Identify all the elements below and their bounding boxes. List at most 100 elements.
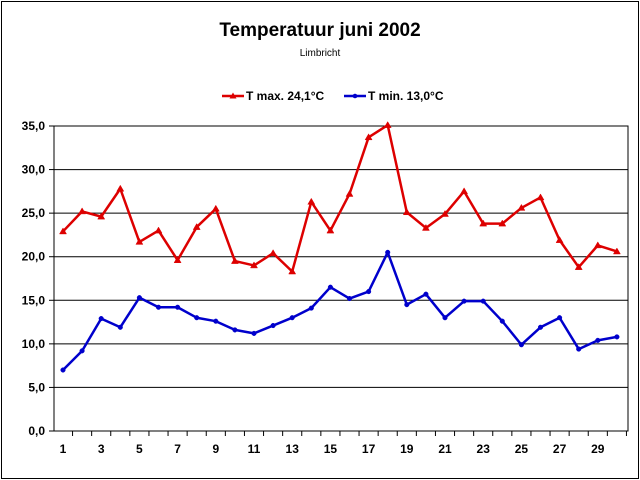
data-point xyxy=(155,304,162,310)
x-tick-label: 15 xyxy=(324,442,338,456)
data-point xyxy=(135,237,144,245)
x-tick-label: 9 xyxy=(212,442,219,456)
y-axis-ticks: 0,0 5,0 10,0 15,0 20,0 25,0 30,0 35,0 xyxy=(22,119,54,438)
data-point xyxy=(175,304,181,310)
data-point xyxy=(326,226,335,234)
x-tick-label: 1 xyxy=(60,442,67,456)
data-point xyxy=(593,241,602,249)
data-point xyxy=(614,334,620,340)
x-tick-label: 23 xyxy=(477,442,491,456)
y-tick-label: 25,0 xyxy=(22,206,46,220)
plot-area xyxy=(53,125,629,432)
data-point xyxy=(97,212,106,220)
y-tick-label: 15,0 xyxy=(22,293,46,307)
legend-marker xyxy=(352,93,358,99)
y-tick-label: 5,0 xyxy=(28,380,45,394)
x-tick-label: 27 xyxy=(553,442,567,456)
data-point xyxy=(366,289,372,295)
series-layer xyxy=(59,121,621,373)
data-point xyxy=(402,208,411,216)
y-tick-label: 35,0 xyxy=(22,119,46,133)
x-tick-label: 13 xyxy=(286,442,300,456)
data-point xyxy=(499,318,505,324)
y-tick-label: 20,0 xyxy=(22,250,46,264)
x-tick-label: 19 xyxy=(400,442,414,456)
data-point xyxy=(574,263,583,270)
data-point xyxy=(346,295,353,302)
data-point xyxy=(136,295,142,301)
data-point xyxy=(345,189,354,197)
x-tick-label: 3 xyxy=(98,442,105,456)
data-point xyxy=(192,223,201,230)
data-point xyxy=(116,184,125,192)
data-point xyxy=(59,227,67,235)
chart-subtitle: Limbricht xyxy=(299,48,341,59)
x-tick-label: 11 xyxy=(248,442,261,456)
x-tick-label: 5 xyxy=(136,442,143,456)
data-point xyxy=(461,298,467,304)
legend-marker xyxy=(229,92,237,99)
y-tick-label: 10,0 xyxy=(22,337,46,351)
data-point xyxy=(498,219,507,227)
data-point xyxy=(385,249,391,255)
data-point xyxy=(576,346,582,352)
data-point xyxy=(288,267,297,275)
data-point xyxy=(154,226,163,234)
data-point xyxy=(270,323,276,329)
data-point xyxy=(595,337,601,343)
data-point xyxy=(442,315,448,321)
plot-background xyxy=(53,125,629,432)
data-point xyxy=(480,298,486,304)
data-point xyxy=(460,187,469,195)
x-tick-label: 21 xyxy=(438,442,452,456)
x-tick-label: 25 xyxy=(515,442,529,456)
data-point xyxy=(404,302,410,308)
data-point xyxy=(194,315,200,321)
data-point xyxy=(536,193,545,201)
data-point xyxy=(250,261,258,269)
data-point xyxy=(308,305,314,311)
data-point xyxy=(307,197,316,205)
legend: T max. 24,1°C T min. 13,0°C xyxy=(222,89,444,103)
data-point xyxy=(78,207,87,215)
y-tick-label: 0,0 xyxy=(28,424,45,438)
data-point xyxy=(423,291,429,297)
data-point xyxy=(441,210,449,217)
data-point xyxy=(537,324,544,330)
data-point xyxy=(421,223,430,231)
data-point xyxy=(612,247,621,255)
legend-label: T max. 24,1°C xyxy=(246,89,325,103)
data-point xyxy=(557,315,563,321)
data-point xyxy=(289,315,295,321)
data-point xyxy=(517,203,526,211)
gridlines xyxy=(54,125,628,388)
x-axis-ticks: 1 3 5 7 9 11 13 15 17 19 21 23 25 27 29 xyxy=(60,431,627,456)
data-point xyxy=(383,121,392,128)
series-1 xyxy=(59,121,621,275)
data-point xyxy=(232,327,238,333)
data-point xyxy=(117,324,123,330)
data-point xyxy=(79,348,85,354)
data-point xyxy=(211,204,220,212)
x-tick-label: 17 xyxy=(362,442,376,456)
legend-label: T min. 13,0°C xyxy=(368,89,444,103)
data-point xyxy=(213,318,219,324)
axes xyxy=(53,126,628,432)
x-tick-label: 29 xyxy=(591,442,605,456)
data-point xyxy=(173,256,182,263)
data-point xyxy=(555,236,564,243)
data-point xyxy=(60,367,66,373)
data-point xyxy=(251,330,257,336)
data-point xyxy=(518,342,524,348)
x-tick-label: 7 xyxy=(174,442,181,456)
data-point xyxy=(364,133,373,141)
data-point xyxy=(98,316,104,322)
legend-item-1: T max. 24,1°C xyxy=(222,89,325,103)
data-point xyxy=(479,219,488,227)
data-point xyxy=(327,284,333,290)
data-point xyxy=(269,249,278,256)
legend-item-2: T min. 13,0°C xyxy=(344,89,444,103)
data-point xyxy=(230,257,239,264)
y-tick-label: 30,0 xyxy=(22,163,46,177)
